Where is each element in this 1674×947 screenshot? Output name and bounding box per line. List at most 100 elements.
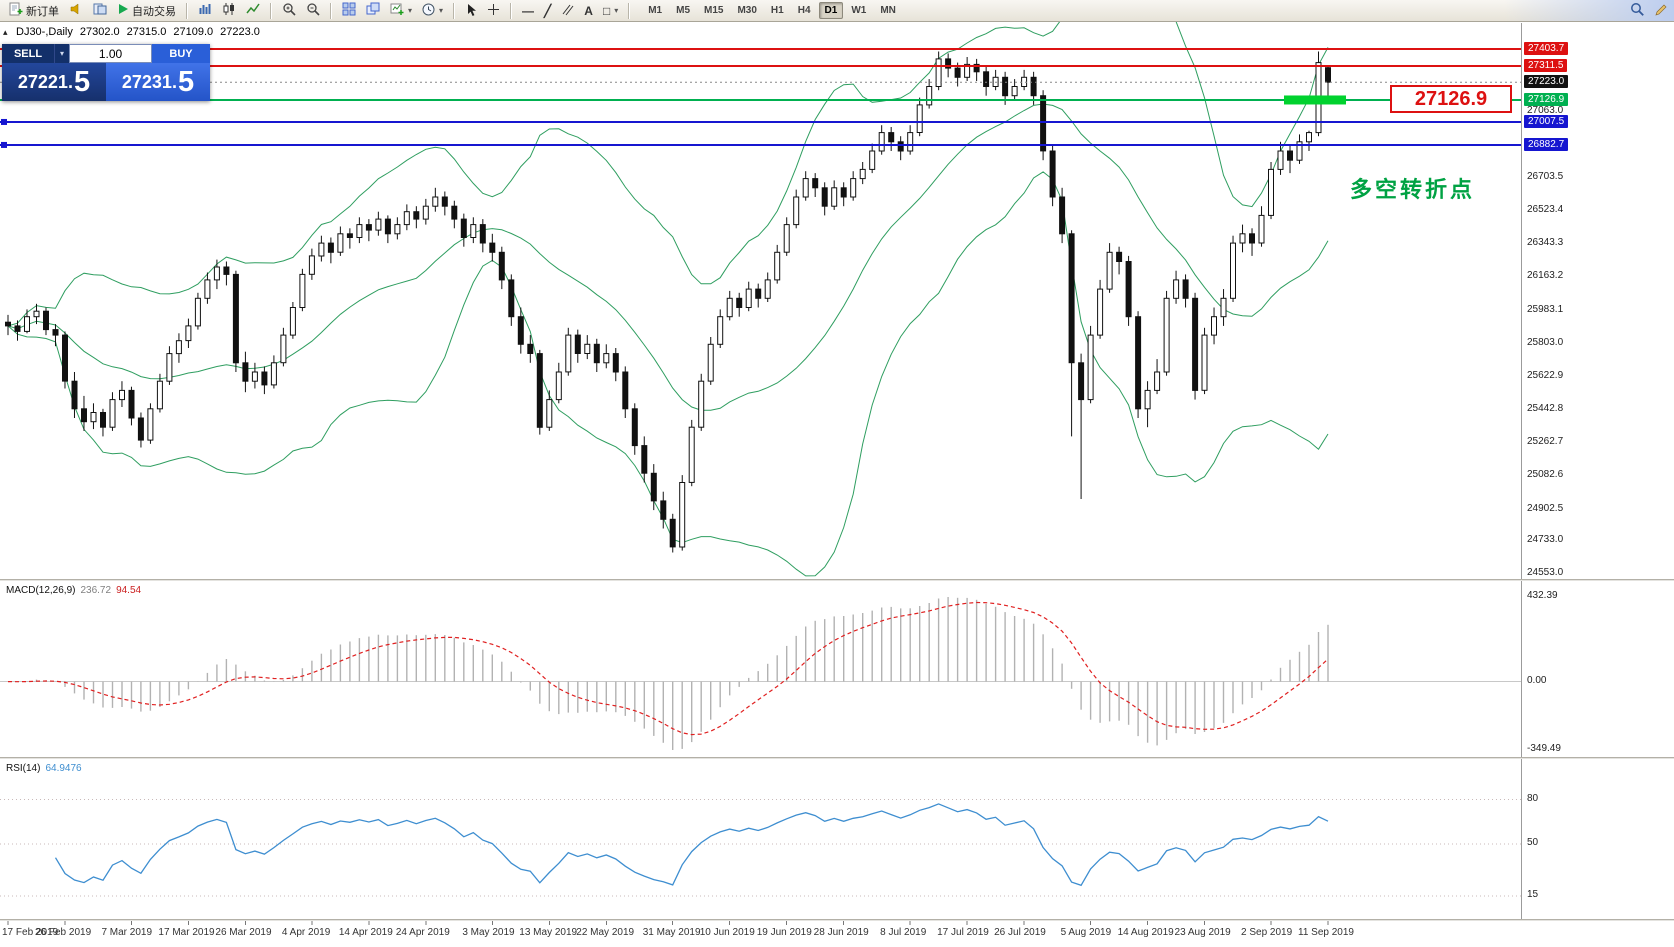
- date-label: 26 Mar 2019: [215, 927, 272, 938]
- buy-button[interactable]: BUY: [152, 44, 210, 63]
- date-label: 31 May 2019: [642, 927, 701, 938]
- price-badge: 27126.9: [1524, 92, 1569, 106]
- timeframe-toolbar: M1 M5 M15 M30 H1 H4 D1 W1 MN: [641, 2, 903, 19]
- date-label: 22 May 2019: [576, 927, 635, 938]
- text-tool-button[interactable]: A: [580, 1, 597, 21]
- toolbar-separator: [510, 2, 513, 19]
- price-tick-label: 26163.2: [1527, 270, 1564, 282]
- timeframe-M30[interactable]: M30: [737, 5, 757, 16]
- panel-separator[interactable]: [0, 579, 1674, 581]
- time-axis[interactable]: 17 Feb 2019 26 Feb 2019 7 Mar 2019 17 Mar 2…: [0, 923, 1522, 947]
- price-tick-label: 25082.6: [1527, 469, 1564, 481]
- sell-price[interactable]: 27221. 5: [2, 63, 106, 101]
- panel-separator[interactable]: [0, 757, 1674, 759]
- macd-signal-line: [7, 601, 1329, 736]
- price-tick-label: 0.00: [1527, 674, 1547, 686]
- date-label: 19 Jun 2019: [756, 927, 812, 938]
- date-label: 14 Apr 2019: [338, 927, 393, 938]
- clock-icon: [422, 3, 435, 19]
- toolbar-separator: [330, 2, 332, 19]
- horizontal-line-tool-button[interactable]: —: [518, 1, 538, 21]
- speaker-icon: [69, 2, 83, 19]
- date-label: 28 Jun 2019: [813, 927, 869, 938]
- caret-down-icon: ▾: [408, 6, 413, 15]
- crosshair-button[interactable]: [483, 1, 504, 21]
- date-label: 17 Feb 2019: [2, 927, 59, 938]
- cursor-button[interactable]: [461, 1, 481, 21]
- panel-separator[interactable]: [0, 919, 1674, 921]
- timeframe-W1[interactable]: W1: [851, 5, 867, 16]
- new-chart-icon: [390, 2, 404, 19]
- timeframe-MN[interactable]: MN: [880, 5, 896, 16]
- buy-price[interactable]: 27231. 5: [106, 63, 210, 101]
- volume-dropdown-caret[interactable]: ▾: [55, 44, 69, 63]
- chart-candles-button[interactable]: [218, 1, 240, 21]
- date-label: 26 Feb 2019: [34, 927, 92, 938]
- periods-button[interactable]: ▾: [418, 1, 447, 21]
- zoom-in-button[interactable]: [278, 1, 300, 21]
- rsi-indicator-label: RSI(14) 64.9476: [6, 763, 82, 774]
- date-label: 23 Aug 2019: [1174, 927, 1231, 938]
- collapse-panel-icon[interactable]: ▴: [3, 27, 8, 37]
- price-tick-label: 80: [1527, 792, 1539, 804]
- symbol-ohlc-info: DJ30-,Daily 27302.0 27315.0 27109.0 27223.0: [16, 26, 267, 38]
- cursor-icon: [465, 3, 477, 19]
- trendline-tool-button[interactable]: ╱: [540, 1, 555, 21]
- new-order-label: 新订单: [26, 5, 59, 18]
- price-axis[interactable]: 27403.7 27311.5 27126.9 27007.5 26882.7 27223…: [1522, 0, 1674, 947]
- turning-point-annotation[interactable]: 多空转折点: [1350, 177, 1476, 202]
- chart-line-button[interactable]: [242, 1, 264, 21]
- timeframe-D1[interactable]: D1: [818, 2, 844, 19]
- date-label: 13 May 2019: [519, 927, 578, 938]
- date-label: 17 Jul 2019: [937, 927, 989, 938]
- ohlc-open: 27302.0: [79, 26, 120, 38]
- shapes-tool-button[interactable]: □ ▾: [599, 1, 622, 21]
- new-order-button[interactable]: 新订单: [5, 1, 63, 21]
- timeframe-H1[interactable]: H1: [770, 5, 784, 16]
- date-label: 11 Sep 2019: [1298, 927, 1354, 938]
- date-label: 8 Jul 2019: [880, 927, 927, 938]
- date-label: 4 Apr 2019: [281, 927, 331, 938]
- profiles-button[interactable]: [89, 1, 111, 21]
- toolbar-right-gradient: [1504, 0, 1674, 21]
- chart-bars-button[interactable]: [194, 1, 216, 21]
- cascade-windows-button[interactable]: [362, 1, 384, 21]
- tile-windows-button[interactable]: [338, 1, 360, 21]
- caret-down-icon: ▾: [614, 6, 619, 15]
- price-tick-label: 26703.5: [1527, 170, 1564, 182]
- search-button[interactable]: [1630, 2, 1645, 22]
- zoom-out-icon: [306, 2, 320, 19]
- macd-histogram: [16, 597, 1329, 750]
- autotrade-button[interactable]: 自动交易: [113, 1, 180, 21]
- timeframe-M1[interactable]: M1: [648, 5, 663, 16]
- macd-value: 236.72: [80, 585, 112, 596]
- channel-icon: [561, 3, 574, 19]
- edit-button[interactable]: [1654, 3, 1668, 22]
- timeframe-M5[interactable]: M5: [676, 5, 691, 16]
- zoom-in-icon: [282, 2, 296, 19]
- timeframe-H4[interactable]: H4: [797, 5, 811, 16]
- macd-indicator-label: MACD(12,26,9) 236.72 94.54: [6, 585, 141, 596]
- bollinger-bands: [7, 0, 1329, 577]
- new-chart-button[interactable]: ▾: [386, 1, 416, 21]
- channel-tool-button[interactable]: [557, 1, 578, 21]
- trendline-icon: ╱: [544, 3, 552, 18]
- green-zone-marker[interactable]: [1284, 95, 1346, 105]
- price-tick-label: -349.49: [1527, 743, 1561, 754]
- sound-button[interactable]: [65, 1, 87, 21]
- date-label: 17 Mar 2019: [158, 927, 215, 938]
- zoom-out-button[interactable]: [302, 1, 324, 21]
- price-tick-label: 50: [1527, 837, 1539, 848]
- cascade-windows-icon: [366, 2, 380, 19]
- line-handle[interactable]: [1, 118, 7, 125]
- date-label: 7 Mar 2019: [101, 927, 153, 938]
- date-label: 24 Apr 2019: [395, 927, 450, 938]
- date-label: 14 Aug 2019: [1117, 927, 1174, 938]
- timeframe-M15[interactable]: M15: [704, 5, 724, 16]
- volume-input[interactable]: [69, 44, 152, 63]
- line-handle[interactable]: [1, 141, 7, 148]
- sell-button[interactable]: SELL: [2, 44, 55, 63]
- key-level-label[interactable]: 27126.9: [1390, 85, 1512, 113]
- bar-chart-icon: [198, 2, 212, 19]
